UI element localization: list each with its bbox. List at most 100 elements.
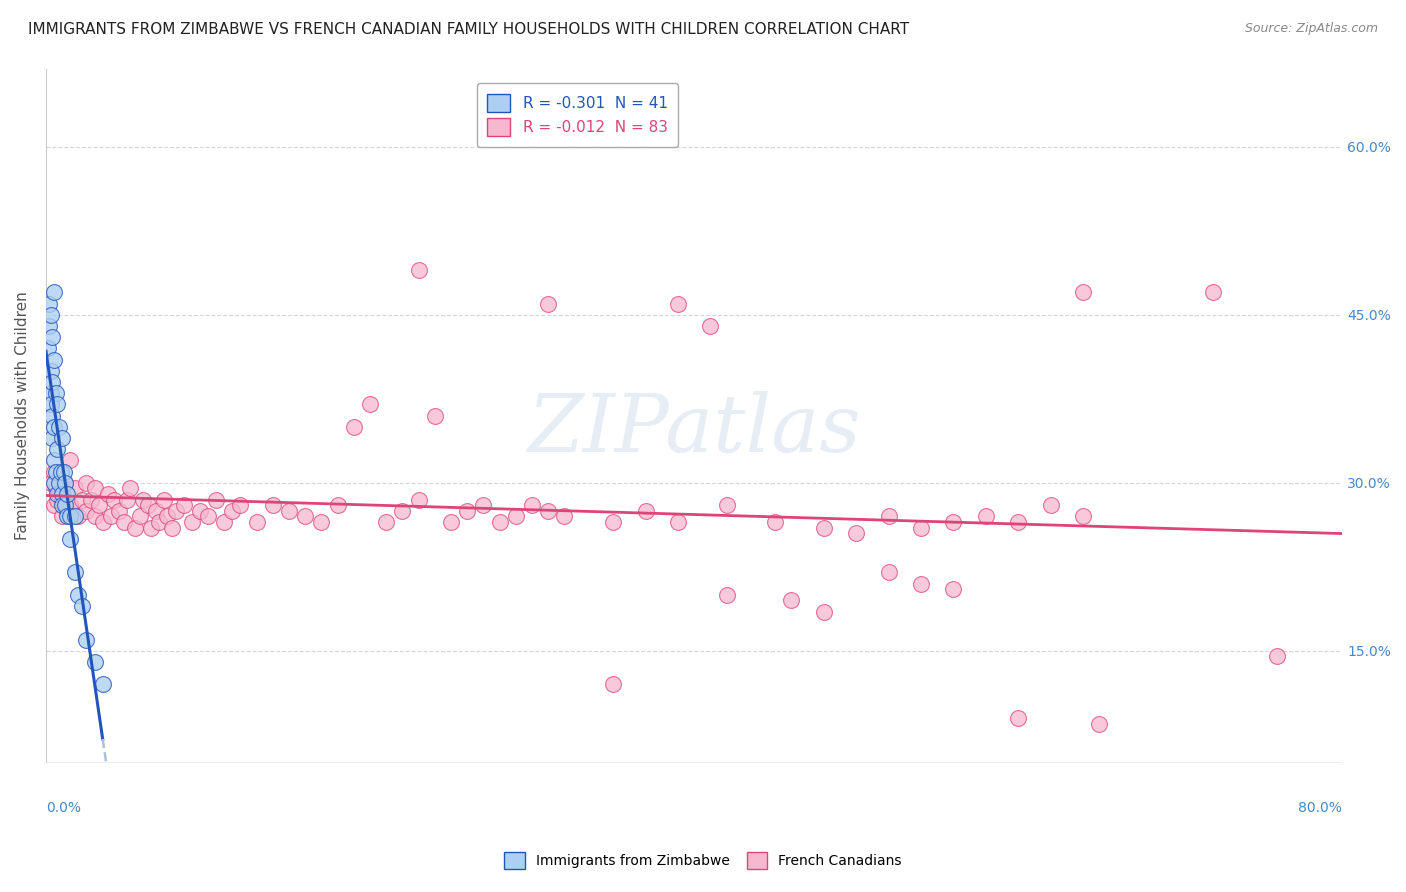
Point [877, 566, 900, 580]
Point [41, 330, 63, 344]
Point [46, 397, 69, 411]
Point [91, 515, 114, 529]
Point [408, 263, 430, 277]
Point [666, 515, 689, 529]
Point [262, 498, 284, 512]
Point [148, 515, 170, 529]
Point [51, 509, 73, 524]
Point [488, 515, 510, 529]
Point [76, 632, 98, 647]
Point [103, 492, 125, 507]
Point [520, 498, 543, 512]
Point [246, 515, 269, 529]
Point [76, 475, 98, 490]
Point [763, 515, 786, 529]
Point [505, 509, 527, 524]
Point [41, 375, 63, 389]
Point [537, 296, 560, 310]
Point [83, 482, 105, 496]
Point [156, 509, 179, 524]
Point [602, 515, 624, 529]
Point [115, 492, 138, 507]
Point [42, 453, 65, 467]
Point [63, 566, 86, 580]
Point [205, 492, 228, 507]
Point [67, 509, 90, 524]
Point [42, 465, 65, 479]
Point [440, 515, 463, 529]
Point [76, 504, 98, 518]
Point [780, 593, 803, 607]
Point [55, 498, 77, 512]
Text: 80.0%: 80.0% [1298, 801, 1343, 815]
Point [59, 509, 82, 524]
Point [112, 515, 135, 529]
Point [42, 352, 65, 367]
Point [1088, 716, 1111, 731]
Point [89, 498, 111, 512]
Point [910, 576, 932, 591]
Text: IMMIGRANTS FROM ZIMBABWE VS FRENCH CANADIAN FAMILY HOUSEHOLDS WITH CHILDREN CORR: IMMIGRANTS FROM ZIMBABWE VS FRENCH CANAD… [28, 22, 910, 37]
Point [129, 509, 152, 524]
Point [212, 515, 235, 529]
Point [1007, 711, 1029, 725]
Point [229, 498, 252, 512]
Point [100, 509, 122, 524]
Point [49, 465, 72, 479]
Point [221, 504, 243, 518]
Point [56, 487, 79, 501]
Point [59, 498, 82, 512]
Point [311, 515, 333, 529]
Point [602, 677, 624, 691]
Point [124, 521, 146, 535]
Point [48, 475, 70, 490]
Point [136, 498, 159, 512]
Point [813, 605, 835, 619]
Legend: R = -0.301  N = 41, R = -0.012  N = 83: R = -0.301 N = 41, R = -0.012 N = 83 [477, 83, 678, 147]
Point [42, 285, 65, 300]
Point [716, 498, 738, 512]
Point [46, 442, 69, 457]
Point [91, 677, 114, 691]
Point [56, 504, 79, 518]
Point [1201, 285, 1223, 300]
Point [188, 504, 211, 518]
Point [120, 482, 142, 496]
Point [1071, 509, 1094, 524]
Point [162, 521, 184, 535]
Point [699, 319, 721, 334]
Text: Source: ZipAtlas.com: Source: ZipAtlas.com [1244, 22, 1378, 36]
Point [813, 521, 835, 535]
Y-axis label: Family Households with Children: Family Households with Children [15, 292, 30, 540]
Point [45, 386, 67, 401]
Point [537, 504, 560, 518]
Point [51, 487, 73, 501]
Point [456, 504, 478, 518]
Point [391, 504, 413, 518]
Point [45, 465, 67, 479]
Point [59, 532, 82, 546]
Point [716, 588, 738, 602]
Point [108, 504, 131, 518]
Point [45, 482, 67, 496]
Point [39, 475, 62, 490]
Point [46, 492, 69, 507]
Point [359, 397, 381, 411]
Point [1007, 515, 1029, 529]
Point [197, 509, 219, 524]
Point [51, 492, 73, 507]
Point [41, 409, 63, 423]
Point [173, 498, 195, 512]
Point [472, 498, 495, 512]
Point [877, 509, 900, 524]
Text: 0.0%: 0.0% [46, 801, 82, 815]
Point [42, 475, 65, 490]
Point [153, 492, 176, 507]
Point [80, 492, 103, 507]
Point [41, 431, 63, 445]
Point [634, 504, 657, 518]
Point [96, 487, 118, 501]
Point [942, 515, 965, 529]
Point [39, 364, 62, 378]
Point [38, 296, 60, 310]
